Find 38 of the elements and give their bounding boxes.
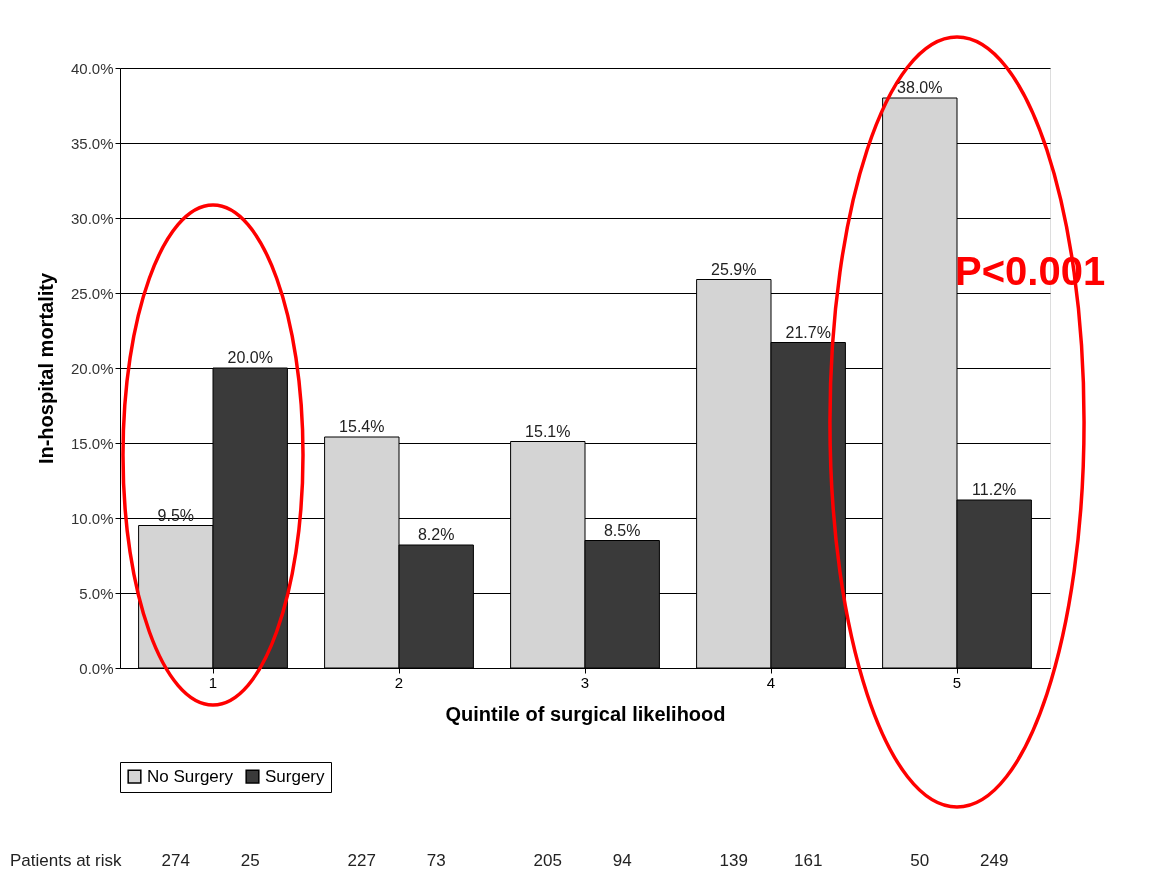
text: 139 xyxy=(719,851,748,870)
text: 249 xyxy=(980,851,1009,870)
data-label: 8.2% xyxy=(417,526,455,543)
y-tick-label: 25.0% xyxy=(70,284,114,302)
y-tick-label: 20.0% xyxy=(70,359,114,377)
legend-label: No Surgery xyxy=(147,766,234,786)
y-tick-label: 35.0% xyxy=(70,134,114,152)
text: 50 xyxy=(910,851,930,870)
y-tick-label: 10.0% xyxy=(70,509,114,527)
y-tick-label: 40.0% xyxy=(70,59,114,77)
x-tick-label: 2 xyxy=(394,673,404,691)
y-tick-label: 15.0% xyxy=(70,434,114,452)
data-label: 20.0% xyxy=(227,349,273,366)
data-label: 15.1% xyxy=(525,422,571,440)
data-label: 8.5% xyxy=(603,521,641,539)
y-tick-label: 0.0% xyxy=(79,659,114,677)
y-tick-label: 30.0% xyxy=(70,209,114,227)
legend-label: Surgery xyxy=(265,766,326,786)
text: Patients at risk xyxy=(10,851,122,870)
data-label: 25.9% xyxy=(711,260,757,278)
data-label: 38.0% xyxy=(897,79,943,96)
text: 161 xyxy=(794,851,823,870)
text: 94 xyxy=(612,851,632,870)
x-axis-title: Quintile of surgical likelihood xyxy=(445,702,726,725)
data-label: 15.4% xyxy=(339,418,385,435)
x-tick-label: 3 xyxy=(580,673,590,691)
text: 73 xyxy=(426,851,446,870)
text: 25 xyxy=(240,851,260,870)
x-tick-label: 4 xyxy=(766,673,776,691)
text: 227 xyxy=(347,851,376,870)
x-tick-label: 5 xyxy=(952,673,962,691)
data-label: 11.2% xyxy=(972,481,1017,498)
text: 274 xyxy=(161,851,190,870)
data-label: 21.7% xyxy=(785,323,831,341)
text: 205 xyxy=(533,851,562,870)
y-tick-label: 5.0% xyxy=(79,584,114,602)
y-axis-title: In-hospital mortality xyxy=(34,272,57,465)
x-tick-label: 1 xyxy=(208,673,218,691)
